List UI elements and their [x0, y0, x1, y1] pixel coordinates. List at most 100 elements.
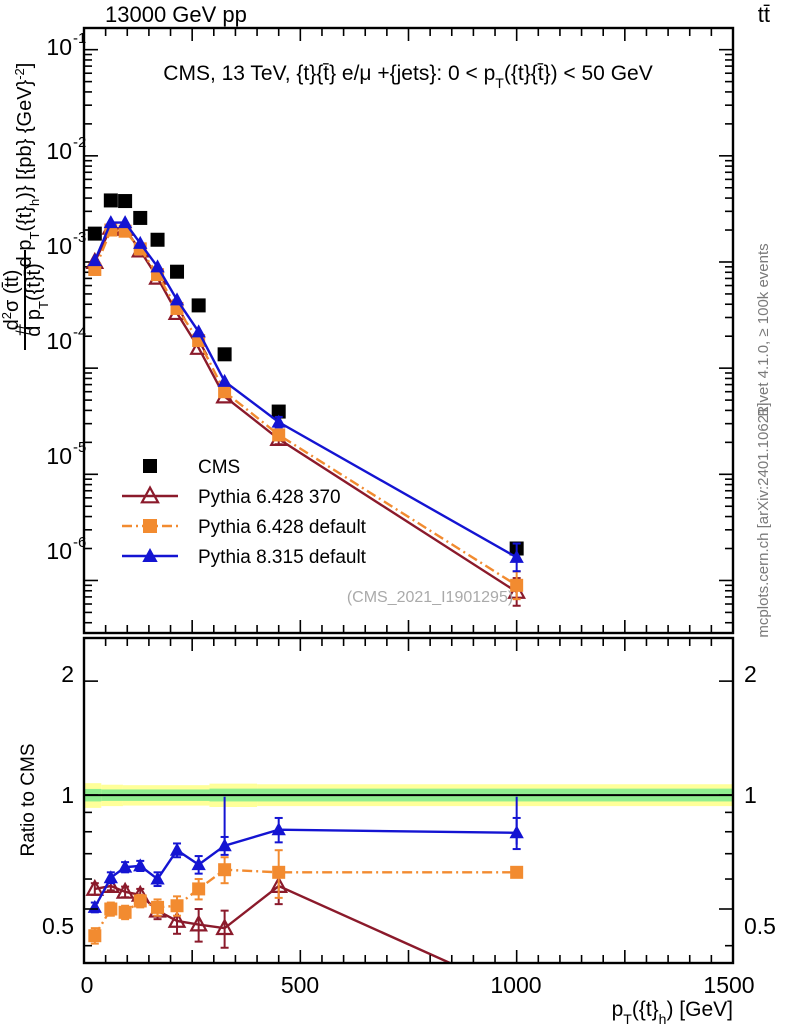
svg-text:#: # — [12, 324, 35, 336]
data-point-3 — [103, 215, 118, 229]
ratio-data-point-1 — [118, 905, 132, 919]
ratio-panel: 2 1 0.5 2 1 0.5 Ratio to CMS — [18, 636, 776, 965]
ratio-data-point-1 — [151, 900, 165, 914]
svg-text:10: 10 — [46, 233, 72, 259]
cms-data-point — [271, 404, 286, 419]
analysis-id-watermark: (CMS_2021_I1901295) — [347, 589, 513, 606]
series-line-2 — [93, 228, 518, 587]
ratio-data-point-2 — [191, 857, 206, 871]
legend-label-0: CMS — [198, 457, 240, 478]
ratio-data-point-2 — [117, 859, 133, 873]
cms-data-point — [191, 298, 206, 313]
cms-data-point — [217, 347, 232, 362]
ratio-series-line-0 — [94, 884, 453, 963]
ratio-data-point-1 — [104, 902, 118, 916]
legend-marker-0 — [143, 459, 157, 473]
legend: CMS Pythia 6.428 370 Pythia 6.428 default P… — [122, 457, 367, 568]
data-point-3 — [217, 373, 232, 387]
ratio-y-tick-label-05: 0.5 — [42, 913, 74, 939]
main-data-series — [85, 193, 526, 607]
mcplots-source-label: mcplots.cern.ch [arXiv:2401.10621] — [755, 402, 772, 637]
data-point-2 — [88, 262, 102, 276]
series-line-3 — [93, 221, 518, 559]
ratio-series-line-1 — [93, 868, 517, 937]
main-axis-ticks — [83, 28, 734, 633]
ratio-data-point-1 — [218, 863, 232, 877]
cms-data-point — [133, 210, 148, 225]
ratio-data-point-2 — [169, 842, 185, 856]
data-point-2 — [510, 578, 524, 592]
ratio-data-series — [85, 796, 524, 963]
svg-text:10: 10 — [46, 138, 72, 164]
cms-data-point — [87, 226, 102, 241]
legend-marker-3 — [142, 547, 158, 562]
svg-text:d2σ (t̄t): d2σ (t̄t) — [0, 270, 23, 331]
ylabel-hash: # — [12, 324, 35, 336]
series-line-1 — [93, 226, 518, 593]
cms-data-point — [103, 193, 118, 208]
x-tick-label-1500: 1500 — [703, 972, 754, 998]
x-tick-label-0: 0 — [81, 972, 94, 998]
svg-text:10: 10 — [46, 538, 72, 564]
main-y-axis-label-fraction: d2σ (t̄t) d pT({t}t̄) d pT({t}h)} [{pb} … — [0, 63, 51, 350]
main-y-tick-labels: 10 -1 10 -2 10 -3 10 -4 10 -5 10 -6 — [46, 30, 86, 564]
x-tick-label-1000: 1000 — [490, 972, 541, 998]
cms-data-point — [170, 264, 185, 279]
ratio-data-point-2 — [217, 838, 232, 852]
svg-text:10: 10 — [46, 34, 72, 60]
ratio-data-point-1 — [133, 894, 147, 908]
main-panel: 10 -1 10 -2 10 -3 10 -4 10 -5 10 -6 — [0, 26, 735, 635]
process-label: tt̄ — [758, 2, 770, 27]
ratio-data-point-1 — [88, 929, 102, 943]
data-point-3 — [271, 414, 286, 428]
data-point-3 — [191, 324, 206, 338]
svg-text:d pT({t}t̄): d pT({t}t̄) — [23, 263, 51, 337]
ratio-data-point-2 — [150, 871, 165, 885]
ratio-data-point-0 — [215, 918, 234, 936]
beam-energy-label: 13000 GeV pp — [105, 2, 247, 27]
data-point-3 — [133, 235, 148, 249]
ratio-data-point-2 — [271, 822, 286, 836]
rivet-version-label: Rivet 4.1.0, ≥ 100k events — [755, 243, 772, 416]
ratio-data-point-1 — [170, 899, 184, 913]
ratio-y-tick-label-right-2: 2 — [744, 661, 757, 687]
ratio-data-point-1 — [192, 882, 206, 896]
main-panel-title: CMS, 13 TeV, {t}{t̄} e/μ +{jets}: 0 < pT… — [163, 62, 652, 91]
main-panel-frame — [82, 26, 735, 635]
ratio-panel-frame — [82, 636, 735, 965]
ratio-y-tick-label-right-05: 0.5 — [744, 913, 776, 939]
data-point-3 — [509, 549, 524, 563]
legend-marker-2 — [143, 519, 157, 533]
cms-data-point — [118, 194, 133, 209]
data-point-3 — [117, 215, 133, 229]
x-axis-tick-labels: 0 500 1000 1500 — [81, 972, 755, 998]
y-tick-label-1e-1: 10 -1 — [46, 30, 86, 60]
ratio-data-point-0 — [167, 910, 187, 928]
legend-marker-1 — [140, 485, 160, 504]
ratio-y-axis-label: Ratio to CMS — [18, 744, 39, 857]
ratio-uncertainty-bands — [84, 783, 733, 808]
x-tick-label-500: 500 — [281, 972, 319, 998]
cms-data-point — [150, 232, 165, 247]
ratio-data-point-0 — [189, 914, 208, 932]
ratio-data-point-1 — [272, 865, 286, 879]
data-point-3 — [87, 253, 102, 267]
ratio-data-point-2 — [103, 870, 118, 884]
svg-text:10: 10 — [46, 443, 72, 469]
ratio-data-point-2 — [133, 858, 148, 872]
legend-label-1: Pythia 6.428 370 — [198, 487, 341, 508]
ratio-series-line-2 — [93, 828, 517, 908]
ratio-data-point-0 — [115, 881, 135, 899]
ratio-y-tick-label-1: 1 — [61, 782, 74, 808]
main-y-axis-label: # — [12, 324, 35, 336]
svg-text:10: 10 — [46, 328, 72, 354]
legend-label-3: Pythia 8.315 default — [198, 547, 367, 568]
ratio-y-tick-label-right-1: 1 — [744, 782, 757, 808]
ratio-data-point-1 — [510, 865, 524, 879]
x-axis-label: pT({t}h) [GeV] — [612, 998, 733, 1024]
ratio-data-point-0 — [85, 878, 105, 896]
legend-label-2: Pythia 6.428 default — [198, 517, 367, 538]
data-point-3 — [150, 259, 165, 273]
